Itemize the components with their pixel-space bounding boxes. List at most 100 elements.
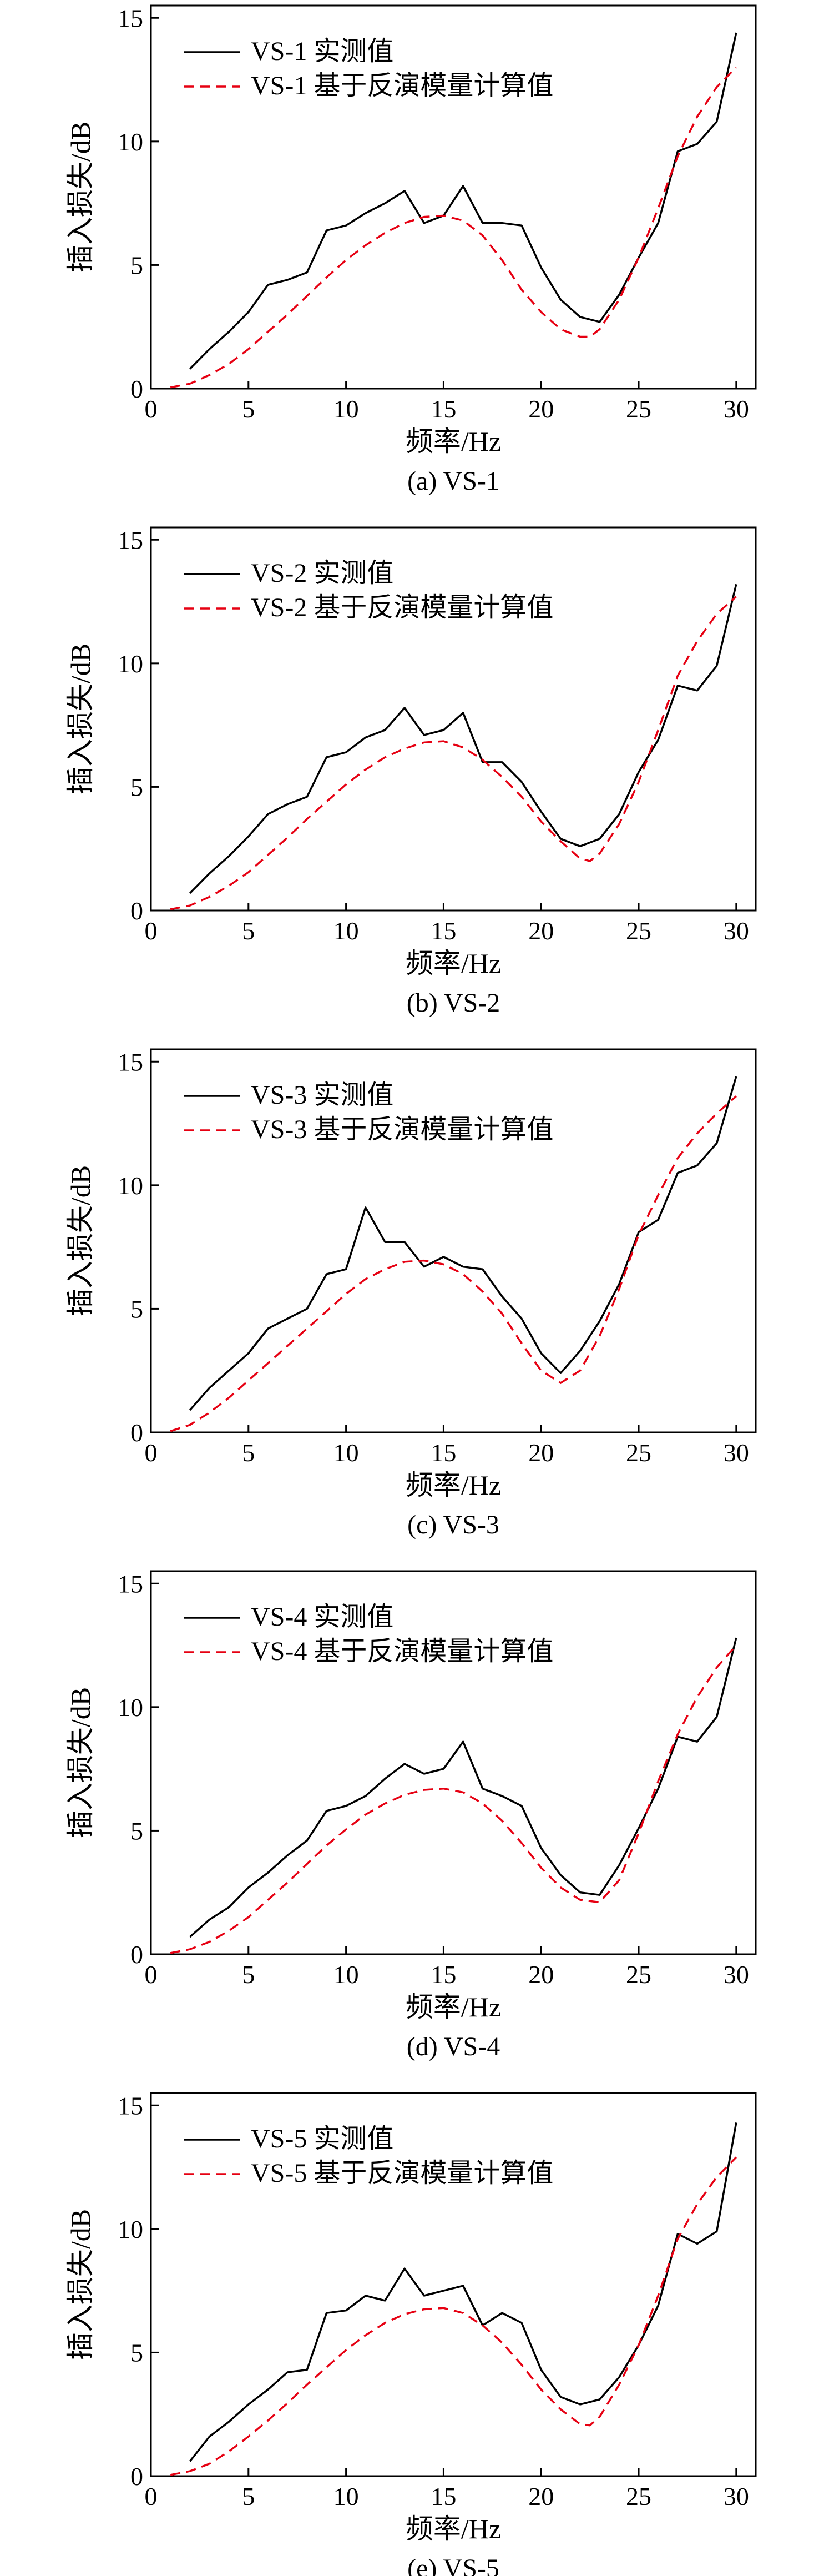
- x-tick-label: 10: [333, 2482, 359, 2510]
- x-tick-label: 25: [626, 2482, 651, 2510]
- x-tick-label: 20: [528, 1960, 554, 1989]
- plot-frame: [150, 1570, 757, 1955]
- x-tick-label: 5: [242, 1438, 255, 1467]
- x-tick-label: 15: [431, 395, 456, 423]
- y-axis-title: 插入损失/dB: [65, 2209, 96, 2360]
- x-tick-label: 5: [242, 395, 255, 423]
- y-tick-label: 5: [130, 2338, 143, 2367]
- x-tick-label: 0: [145, 1438, 158, 1467]
- y-axis-title: 插入损失/dB: [65, 122, 96, 273]
- measured-series-line: [189, 583, 737, 894]
- x-tick-label: 10: [333, 1960, 359, 1989]
- x-tick-label: 20: [528, 395, 554, 423]
- model-series-line: [170, 596, 737, 910]
- x-tick-label: 25: [626, 1960, 651, 1989]
- model-series-line: [170, 67, 737, 389]
- plot-frame: [150, 2092, 757, 2477]
- y-tick-label: 0: [130, 375, 143, 403]
- y-tick-label: 5: [130, 251, 143, 279]
- x-tick-label: 15: [431, 2482, 456, 2510]
- x-tick-label: 30: [724, 1960, 749, 1989]
- chart-caption: (b) VS-2: [407, 988, 500, 1018]
- x-tick-label: 20: [528, 917, 554, 945]
- x-tick-label: 30: [724, 917, 749, 945]
- x-axis-title: 频率/Hz: [406, 2513, 501, 2544]
- model-series-line: [170, 1644, 737, 1954]
- model-series-line: [170, 2156, 737, 2476]
- x-tick-label: 15: [431, 1960, 456, 1989]
- x-tick-label: 0: [145, 395, 158, 423]
- y-tick-label: 0: [130, 2462, 143, 2491]
- legend-label: VS-4 基于反演模量计算值: [251, 1637, 553, 1666]
- x-tick-label: 30: [724, 1438, 749, 1467]
- y-tick-label: 10: [118, 2215, 143, 2243]
- model-series-line: [170, 1095, 737, 1432]
- y-tick-label: 0: [130, 897, 143, 925]
- plot-frame: [150, 1048, 757, 1433]
- y-tick-label: 5: [130, 1817, 143, 1845]
- y-tick-label: 0: [130, 1940, 143, 1969]
- x-tick-label: 5: [242, 2482, 255, 2510]
- x-tick-label: 5: [242, 917, 255, 945]
- x-tick-label: 10: [333, 395, 359, 423]
- chart-caption: (a) VS-1: [407, 466, 499, 496]
- x-axis-title: 频率/Hz: [406, 426, 501, 457]
- x-tick-label: 20: [528, 2482, 554, 2510]
- plot-frame: [150, 4, 757, 390]
- y-axis-title: 插入损失/dB: [65, 643, 96, 794]
- x-tick-label: 25: [626, 1438, 651, 1467]
- y-tick-label: 15: [118, 526, 143, 554]
- x-tick-label: 0: [145, 1960, 158, 1989]
- measured-series-line: [189, 1637, 737, 1938]
- x-tick-label: 15: [431, 1438, 456, 1467]
- chart-caption: (e) VS-5: [407, 2554, 499, 2576]
- y-tick-label: 10: [118, 1693, 143, 1722]
- x-tick-label: 25: [626, 395, 651, 423]
- legend-label: VS-5 实测值: [251, 2124, 393, 2154]
- measured-series-line: [189, 32, 737, 370]
- x-tick-label: 30: [724, 395, 749, 423]
- x-tick-label: 10: [333, 917, 359, 945]
- y-tick-label: 15: [118, 4, 143, 32]
- x-tick-label: 25: [626, 917, 651, 945]
- y-tick-label: 15: [118, 1048, 143, 1076]
- legend-label: VS-4 实测值: [251, 1602, 393, 1632]
- x-axis-title: 频率/Hz: [406, 1991, 501, 2022]
- legend-label: VS-1 基于反演模量计算值: [251, 71, 553, 100]
- chart-caption: (d) VS-4: [407, 2032, 500, 2061]
- y-tick-label: 10: [118, 128, 143, 156]
- chart-panel: 0 5 10 15 20 25 30 0 5 10 15 频率/Hz 插入损失/dB (a) VS-1 VS…: [65, 4, 757, 496]
- y-tick-label: 5: [130, 773, 143, 801]
- x-tick-label: 5: [242, 1960, 255, 1989]
- x-tick-label: 15: [431, 917, 456, 945]
- y-tick-label: 0: [130, 1418, 143, 1447]
- x-tick-label: 20: [528, 1438, 554, 1467]
- plot-frame: [150, 526, 757, 912]
- x-tick-label: 0: [145, 917, 158, 945]
- measured-series-line: [189, 2122, 737, 2462]
- legend-label: VS-3 基于反演模量计算值: [251, 1115, 553, 1144]
- x-tick-label: 30: [724, 2482, 749, 2510]
- y-tick-label: 10: [118, 650, 143, 678]
- legend-label: VS-2 实测值: [251, 559, 393, 588]
- legend-label: VS-1 实测值: [251, 37, 393, 66]
- x-tick-label: 10: [333, 1438, 359, 1467]
- y-axis-title: 插入损失/dB: [65, 1687, 96, 1838]
- chart-panel: 0 5 10 15 20 25 30 0 5 10 15 频率/Hz 插入损失/dB (c) VS-3 VS…: [65, 1048, 757, 1539]
- chart-panel: 0 5 10 15 20 25 30 0 5 10 15 频率/Hz 插入损失/dB (b) VS-2 VS…: [65, 526, 757, 1018]
- x-axis-title: 频率/Hz: [406, 948, 501, 979]
- measured-series-line: [189, 1076, 737, 1411]
- chart-caption: (c) VS-3: [407, 1510, 499, 1539]
- y-tick-label: 15: [118, 1569, 143, 1598]
- legend-label: VS-2 基于反演模量计算值: [251, 593, 553, 622]
- legend-label: VS-5 基于反演模量计算值: [251, 2159, 553, 2188]
- legend-label: VS-3 实测值: [251, 1080, 393, 1110]
- x-axis-title: 频率/Hz: [406, 1470, 501, 1501]
- y-tick-label: 10: [118, 1171, 143, 1200]
- y-tick-label: 5: [130, 1295, 143, 1323]
- y-tick-label: 15: [118, 2091, 143, 2120]
- chart-panel: 0 5 10 15 20 25 30 0 5 10 15 频率/Hz 插入损失/dB (e) VS-5 VS…: [65, 2091, 757, 2576]
